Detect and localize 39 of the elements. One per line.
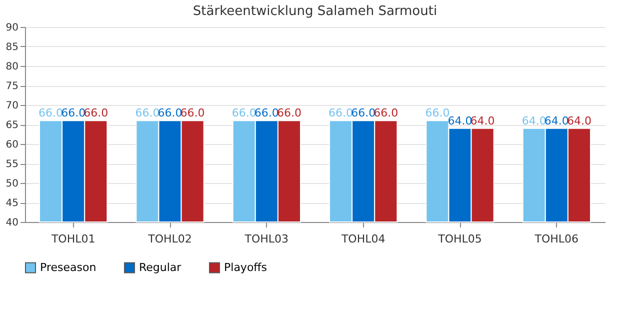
data-label: 64.0: [522, 114, 546, 128]
y-tick-label: 45: [6, 198, 18, 209]
data-label: 66.0: [84, 106, 108, 120]
legend-label: Preseason: [40, 260, 96, 274]
data-label: 64.0: [470, 114, 495, 128]
y-tick-label: 80: [6, 62, 18, 72]
data-label: 66.0: [254, 106, 279, 120]
chart-title: Stärkeentwicklung Salameh Sarmouti: [192, 4, 438, 19]
x-tick-label: TOHL02: [147, 232, 192, 246]
y-tick-label: 75: [6, 81, 18, 92]
legend-label: Regular: [139, 260, 182, 274]
data-label: 66.0: [135, 106, 160, 120]
y-tick-label: 40: [6, 218, 18, 228]
x-tick-label: TOHL04: [340, 232, 386, 246]
y-tick-label: 70: [6, 100, 18, 112]
data-label: 66.0: [425, 106, 450, 120]
data-label: 66.0: [328, 106, 354, 120]
data-label: 64.0: [448, 114, 472, 128]
data-label: 66.0: [158, 106, 182, 120]
data-label: 64.0: [544, 114, 569, 128]
y-tick-label: 90: [6, 22, 18, 34]
data-label: 66.0: [180, 106, 205, 120]
data-label: 66.0: [276, 106, 302, 120]
y-tick-label: 65: [6, 120, 18, 131]
data-label: 66.0: [374, 106, 398, 120]
y-tick-label: 60: [6, 140, 18, 150]
x-tick-label: TOHL03: [244, 232, 289, 246]
data-label: 66.0: [38, 106, 64, 120]
legend-label: Playoffs: [224, 260, 268, 274]
y-tick-label: 50: [6, 178, 18, 190]
data-label: 66.0: [232, 106, 256, 120]
data-label: 66.0: [351, 106, 376, 120]
data-label: 64.0: [566, 114, 592, 128]
x-tick-label: TOHL01: [50, 232, 96, 246]
y-tick-label: 55: [6, 159, 18, 170]
y-tick-label: 85: [6, 42, 18, 53]
x-tick-label: TOHL06: [534, 232, 579, 246]
data-label: 66.0: [61, 106, 86, 120]
x-tick-label: TOHL05: [437, 232, 482, 246]
